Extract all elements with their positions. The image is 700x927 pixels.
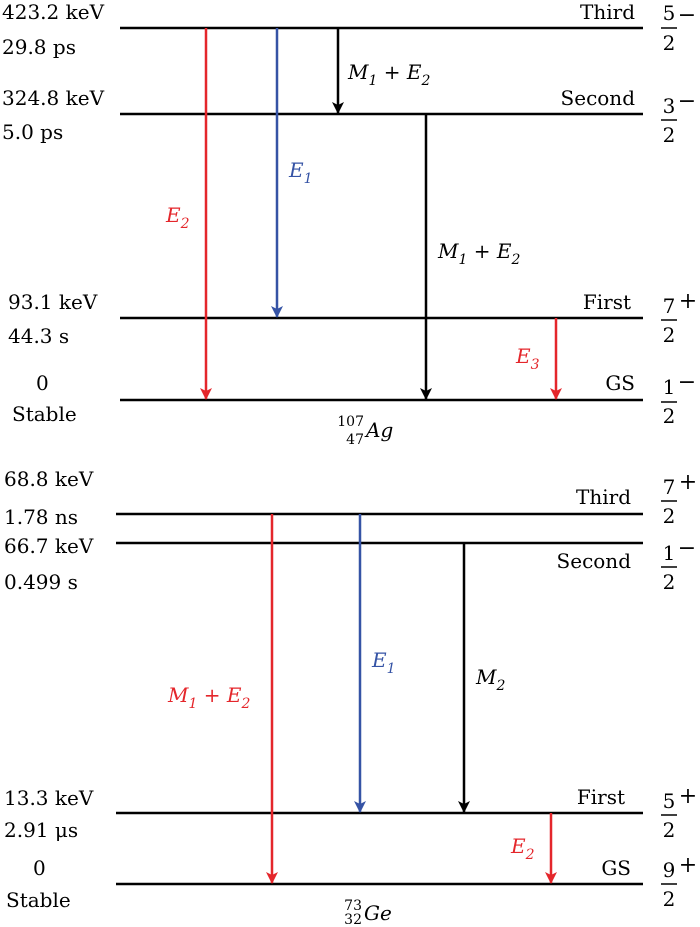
svg-text:9: 9 xyxy=(663,858,676,882)
svg-text:+: + xyxy=(679,784,697,809)
svg-text:1: 1 xyxy=(663,541,676,565)
ag-first-spin: 7 2 + xyxy=(661,289,697,347)
svg-text:M1 + E2: M1 + E2 xyxy=(167,683,251,712)
ag-transition-second-to-gs: M1 + E2 xyxy=(420,114,521,400)
svg-text:2: 2 xyxy=(663,323,676,347)
svg-text:73: 73 xyxy=(344,898,362,914)
svg-text:+: + xyxy=(679,853,697,878)
svg-text:M1 + E2: M1 + E2 xyxy=(437,239,521,268)
svg-text:5: 5 xyxy=(663,1,676,25)
ge-second-name: Second xyxy=(557,549,632,573)
ge-first-name: First xyxy=(577,785,625,809)
svg-text:E1: E1 xyxy=(371,648,396,677)
ge-nuclide-label: 73 32 Ge xyxy=(344,898,392,927)
svg-text:E1: E1 xyxy=(288,158,313,187)
svg-text:−: − xyxy=(678,3,696,28)
ge-first-energy: 13.3 keV xyxy=(4,786,94,810)
ge-second-spin: 1 2 − xyxy=(661,536,696,594)
ag-second-energy: 324.8 keV xyxy=(2,86,105,110)
svg-text:−: − xyxy=(678,89,696,114)
ge-transition-first-to-gs: E2 xyxy=(510,813,557,884)
svg-text:2: 2 xyxy=(663,570,676,594)
ge-transition-second-to-first: M2 xyxy=(458,543,505,813)
svg-text:2: 2 xyxy=(663,887,676,911)
svg-text:Ag: Ag xyxy=(364,418,393,442)
ag-gs-name: GS xyxy=(605,371,635,395)
ag-first-energy: 93.1 keV xyxy=(8,290,98,314)
ge-third-energy: 68.8 keV xyxy=(4,467,94,491)
ag-first-name: First xyxy=(583,290,631,314)
svg-text:107: 107 xyxy=(337,414,364,430)
ag-transition-third-to-gs: E2 xyxy=(165,28,212,400)
ag-transition-third-to-first: E1 xyxy=(271,28,313,318)
svg-text:Ge: Ge xyxy=(364,901,392,925)
ag107-scheme: 423.2 keV 29.8 ps 324.8 keV 5.0 ps 93.1 … xyxy=(2,0,697,448)
ag-transition-third-to-second: M1 + E2 xyxy=(332,28,431,114)
ag-second-halflife: 5.0 ps xyxy=(2,120,63,144)
ag-third-halflife: 29.8 ps xyxy=(2,35,76,59)
ag-second-spin: 3 2 − xyxy=(661,89,696,147)
ag-gs-halflife: Stable xyxy=(12,402,77,426)
svg-text:E3: E3 xyxy=(515,344,540,373)
svg-text:7: 7 xyxy=(663,294,676,318)
ge-second-energy: 66.7 keV xyxy=(4,534,94,558)
ge-third-spin: 7 2 + xyxy=(661,470,697,528)
ge-first-spin: 5 2 + xyxy=(661,784,697,842)
ag-third-energy: 423.2 keV xyxy=(2,0,105,24)
ge-gs-energy: 0 xyxy=(33,856,46,880)
ag-gs-spin: 1 2 − xyxy=(661,370,696,428)
ge-third-name: Third xyxy=(576,485,631,509)
svg-text:3: 3 xyxy=(663,94,676,118)
ag-nuclide-label: 107 47 Ag xyxy=(337,414,393,448)
svg-text:+: + xyxy=(679,289,697,314)
ge-gs-spin: 9 2 + xyxy=(661,853,697,911)
svg-text:E2: E2 xyxy=(165,203,190,232)
ge-first-halflife: 2.91 μs xyxy=(4,818,78,842)
svg-text:2: 2 xyxy=(663,504,676,528)
ge-second-halflife: 0.499 s xyxy=(4,570,78,594)
svg-text:2: 2 xyxy=(663,123,676,147)
svg-text:32: 32 xyxy=(344,912,362,927)
svg-text:M1 + E2: M1 + E2 xyxy=(347,60,431,89)
svg-text:+: + xyxy=(679,470,697,495)
svg-text:E2: E2 xyxy=(510,834,535,863)
ge-gs-halflife: Stable xyxy=(6,888,71,912)
svg-text:7: 7 xyxy=(663,475,676,499)
svg-text:2: 2 xyxy=(663,31,676,55)
ag-third-name: Third xyxy=(580,0,635,24)
svg-text:47: 47 xyxy=(346,432,364,448)
ge-third-halflife: 1.78 ns xyxy=(4,505,78,529)
ag-first-halflife: 44.3 s xyxy=(8,324,69,348)
svg-text:−: − xyxy=(678,536,696,561)
ag-third-spin: 5 2 − xyxy=(661,1,696,55)
ge-gs-name: GS xyxy=(601,856,631,880)
svg-text:2: 2 xyxy=(663,404,676,428)
ag-gs-energy: 0 xyxy=(36,371,49,395)
svg-text:−: − xyxy=(678,370,696,395)
svg-text:5: 5 xyxy=(663,789,676,813)
ge73-scheme: 68.8 keV 1.78 ns 66.7 keV 0.499 s 13.3 k… xyxy=(4,467,697,927)
ge-transition-third-to-first: E1 xyxy=(354,514,396,813)
svg-text:2: 2 xyxy=(663,818,676,842)
ag-second-name: Second xyxy=(561,86,636,110)
ag-transition-first-to-gs: E3 xyxy=(515,318,562,400)
svg-text:M2: M2 xyxy=(475,665,505,694)
svg-text:1: 1 xyxy=(663,375,676,399)
ge-transition-third-to-gs: M1 + E2 xyxy=(167,514,278,884)
